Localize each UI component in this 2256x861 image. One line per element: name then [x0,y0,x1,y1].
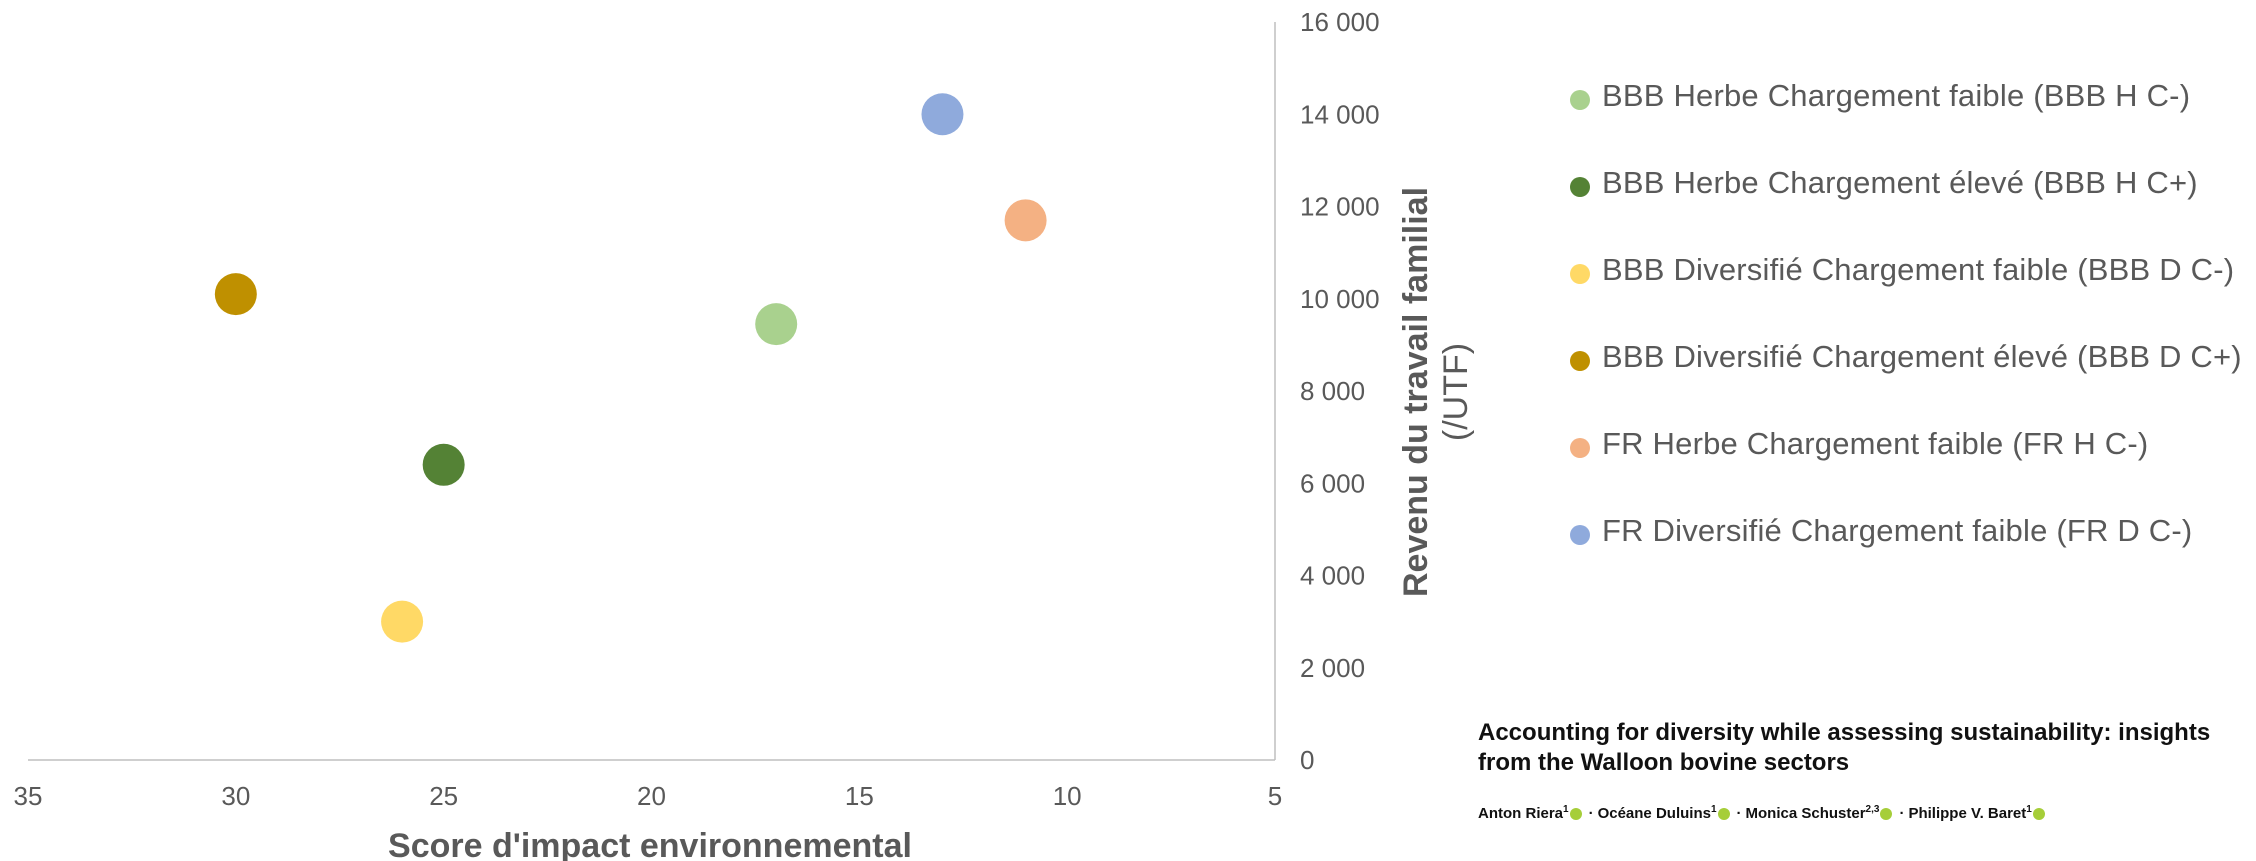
author-separator: · [1736,805,1742,822]
author-name: Philippe V. Baret [1908,805,2027,822]
scatter-chart: 35 30 25 20 15 10 5 0 2 000 4 000 6 000 8 000 10 00… [14,7,1475,861]
y-tick-label: 12 000 [1300,192,1380,222]
y-tick-label: 4 000 [1300,561,1365,591]
legend-swatch-icon [1570,438,1590,458]
legend-label: BBB Herbe Chargement faible (BBB H C-) [1602,78,2191,113]
legend-swatch-icon [1570,525,1590,545]
y-tick-label: 2 000 [1300,653,1365,683]
author-separator: · [1588,805,1594,822]
legend-item: BBB Herbe Chargement faible (BBB H C-) [1570,78,2250,165]
author-name: Monica Schuster [1745,805,1866,822]
y-tick-labels: 0 2 000 4 000 6 000 8 000 10 000 12 000 14 000 1… [1300,7,1380,775]
x-tick-label: 10 [1053,781,1082,811]
author-affiliation: 2,3 [1865,804,1880,815]
data-point [214,273,257,316]
orcid-icon [2032,808,2045,821]
legend-label: BBB Diversifié Chargement élevé (BBB D C… [1602,339,2242,374]
legend-swatch-icon [1570,177,1590,197]
author-separator: · [1899,805,1905,822]
legend-label: FR Diversifié Chargement faible (FR D C-… [1602,513,2193,548]
x-tick-label: 35 [14,781,43,811]
x-tick-label: 15 [845,781,874,811]
data-point [422,443,465,486]
author-list: Anton Riera1 · Océane Duluins1 · Monica Schu… [1478,804,2238,822]
data-points [214,93,1047,643]
y-tick-label: 6 000 [1300,468,1365,498]
legend-label: BBB Diversifié Chargement faible (BBB D … [1602,252,2235,287]
data-point [755,303,798,346]
y-axis-unit: (/UTF) [1437,343,1475,441]
author-affiliation: 1 [1710,804,1717,815]
x-tick-label: 30 [221,781,250,811]
paper-title: Accounting for diversity while assessing… [1478,719,2211,776]
author-name: Océane Duluins [1597,805,1711,822]
orcid-icon [1880,808,1893,821]
y-axis-title-group: Revenu du travail familial [1397,187,1435,597]
legend-swatch-icon [1570,351,1590,371]
x-axis-title: Score d'impact environnemental [388,827,912,861]
legend: BBB Herbe Chargement faible (BBB H C-) BB… [1570,78,2250,600]
legend-swatch-icon [1570,90,1590,110]
y-axis-title: Revenu du travail familial [1397,187,1435,597]
y-tick-label: 16 000 [1300,7,1380,37]
legend-swatch-icon [1570,264,1590,284]
x-tick-label: 20 [637,781,666,811]
y-tick-label: 10 000 [1300,284,1380,314]
legend-item: BBB Herbe Chargement élevé (BBB H C+) [1570,165,2250,252]
x-tick-label: 25 [429,781,458,811]
y-tick-label: 0 [1300,745,1314,775]
orcid-icon [1569,808,1582,821]
author-affiliation: 1 [1563,804,1569,815]
legend-item: FR Herbe Chargement faible (FR H C-) [1570,426,2250,513]
x-tick-label: 5 [1268,781,1282,811]
legend-item: FR Diversifié Chargement faible (FR D C-… [1570,513,2250,600]
legend-item: BBB Diversifié Chargement élevé (BBB D C… [1570,339,2250,426]
y-tick-label: 14 000 [1300,99,1380,129]
orcid-icon [1717,808,1730,821]
data-point [381,600,424,643]
author-name: Anton Riera [1478,805,1564,822]
paper-citation: Accounting for diversity while assessing… [1478,718,2238,822]
data-point [1004,199,1047,242]
x-tick-labels: 35 30 25 20 15 10 5 [14,781,1283,811]
author-affiliation: 1 [2026,804,2032,815]
legend-label: FR Herbe Chargement faible (FR H C-) [1602,426,2149,461]
legend-item: BBB Diversifié Chargement faible (BBB D … [1570,252,2250,339]
legend-label: BBB Herbe Chargement élevé (BBB H C+) [1602,165,2198,200]
data-point [921,93,964,136]
y-axis-unit-group: (/UTF) [1437,343,1475,441]
y-tick-label: 8 000 [1300,376,1365,406]
